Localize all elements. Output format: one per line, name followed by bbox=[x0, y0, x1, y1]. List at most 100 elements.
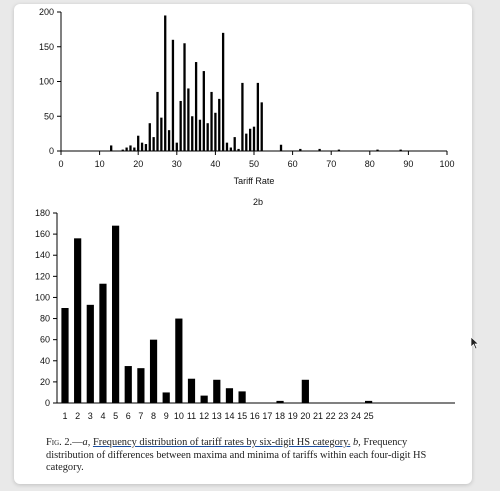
chart-title: 2b bbox=[253, 197, 263, 207]
bar bbox=[233, 137, 236, 151]
caption-text-b-line1: Frequency bbox=[363, 437, 408, 448]
x-tick-label: 20 bbox=[133, 159, 143, 169]
y-tick-label: 160 bbox=[35, 229, 50, 239]
bar bbox=[318, 148, 321, 151]
bar bbox=[225, 388, 234, 403]
x-tick-label: 10 bbox=[95, 159, 105, 169]
bar bbox=[144, 144, 148, 151]
bar bbox=[365, 400, 373, 403]
bar bbox=[133, 147, 136, 151]
x-tick-label: 8 bbox=[151, 411, 156, 421]
y-tick-label: 150 bbox=[39, 42, 54, 52]
x-tick-label: 13 bbox=[212, 411, 222, 421]
x-tick-label: 17 bbox=[262, 411, 272, 421]
bar bbox=[164, 15, 167, 151]
x-tick-label: 24 bbox=[351, 411, 361, 421]
caption-text-b-rest: distribution of differences between maxi… bbox=[46, 449, 427, 474]
bar bbox=[152, 137, 155, 151]
y-tick-label: 0 bbox=[49, 146, 54, 156]
x-tick-label: 50 bbox=[249, 159, 259, 169]
bar bbox=[191, 116, 194, 151]
bar bbox=[301, 379, 309, 403]
bar bbox=[179, 100, 182, 151]
bar bbox=[140, 142, 144, 151]
x-tick-label: 100 bbox=[439, 159, 454, 169]
x-tick-label: 12 bbox=[199, 411, 209, 421]
y-tick-label: 140 bbox=[35, 250, 50, 260]
y-tick-label: 200 bbox=[39, 7, 54, 17]
x-tick-label: 40 bbox=[210, 159, 220, 169]
bar bbox=[202, 71, 205, 151]
x-tick-label: 1 bbox=[62, 411, 67, 421]
bar bbox=[171, 39, 175, 151]
y-tick-label: 50 bbox=[44, 111, 54, 121]
y-tick-label: 180 bbox=[35, 208, 50, 218]
bar bbox=[279, 144, 283, 151]
bar bbox=[121, 149, 124, 151]
bar bbox=[160, 117, 163, 151]
bar bbox=[237, 148, 240, 151]
y-tick-label: 20 bbox=[40, 377, 50, 387]
figure-label: Fig. 2. bbox=[46, 437, 73, 448]
bar bbox=[200, 395, 208, 403]
bar bbox=[110, 145, 113, 151]
bar bbox=[86, 304, 94, 403]
x-tick-label: 10 bbox=[174, 411, 184, 421]
x-tick-label: 5 bbox=[113, 411, 118, 421]
bar bbox=[376, 149, 379, 151]
bar bbox=[252, 126, 256, 151]
bar bbox=[129, 145, 132, 151]
x-tick-label: 80 bbox=[365, 159, 375, 169]
bar bbox=[221, 32, 225, 151]
x-tick-label: 7 bbox=[138, 411, 143, 421]
bar bbox=[198, 119, 202, 151]
x-tick-label: 22 bbox=[326, 411, 336, 421]
bar bbox=[148, 123, 151, 151]
bar bbox=[149, 339, 158, 403]
bar bbox=[183, 43, 186, 151]
bar bbox=[260, 102, 263, 151]
chart-2a: 0 50 100 150 200 0 10 20 30 40 50 60 70 80 90 100 Tarif… bbox=[39, 7, 455, 186]
x-tick-label: 20 bbox=[300, 411, 310, 421]
bar bbox=[238, 391, 246, 403]
bar bbox=[137, 135, 140, 151]
bar bbox=[137, 368, 145, 403]
x-tick-label: 25 bbox=[364, 411, 374, 421]
figure-caption: Fig. 2.—a, Frequency distribution of tar… bbox=[46, 437, 446, 475]
y-tick-label: 120 bbox=[35, 271, 50, 281]
bar bbox=[61, 308, 69, 403]
bar bbox=[218, 98, 221, 151]
bar bbox=[214, 112, 217, 151]
y-tick-label: 60 bbox=[40, 335, 50, 345]
x-axis-label: Tariff Rate bbox=[234, 176, 275, 186]
x-tick-label: 2 bbox=[75, 411, 80, 421]
x-tick-label: 60 bbox=[288, 159, 298, 169]
bar bbox=[399, 149, 402, 151]
x-tick-label: 6 bbox=[126, 411, 131, 421]
x-tick-label: 11 bbox=[187, 411, 196, 421]
bar bbox=[241, 82, 244, 151]
x-tick-label: 19 bbox=[288, 411, 298, 421]
x-tick-label: 16 bbox=[250, 411, 260, 421]
bar bbox=[225, 142, 229, 151]
bar bbox=[245, 133, 248, 151]
bar bbox=[125, 147, 128, 151]
x-tick-label: 0 bbox=[58, 159, 63, 169]
caption-part-a: a, bbox=[82, 437, 91, 448]
bar bbox=[167, 130, 171, 151]
x-tick-label: 15 bbox=[237, 411, 247, 421]
x-tick-label: 21 bbox=[313, 411, 323, 421]
bar bbox=[248, 128, 252, 151]
x-tick-label: 9 bbox=[164, 411, 169, 421]
bar bbox=[299, 148, 302, 151]
bar bbox=[229, 147, 232, 151]
caption-dash: — bbox=[72, 437, 83, 448]
x-tick-label: 30 bbox=[172, 159, 182, 169]
x-tick-label: 23 bbox=[338, 411, 348, 421]
bar bbox=[156, 91, 159, 151]
x-tick-label: 14 bbox=[224, 411, 234, 421]
x-tick-label: 4 bbox=[100, 411, 105, 421]
x-tick-label: 18 bbox=[275, 411, 285, 421]
bar bbox=[206, 123, 209, 151]
